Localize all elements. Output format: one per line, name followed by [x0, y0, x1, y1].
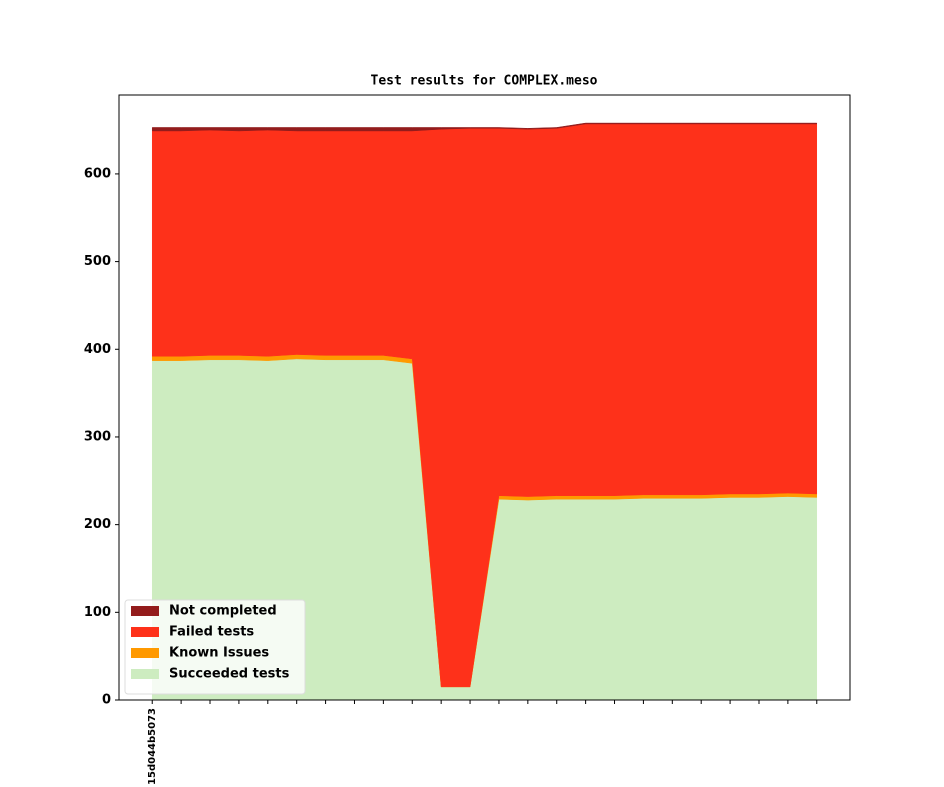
legend-swatch [131, 627, 159, 637]
y-tick-label: 400 [84, 342, 111, 357]
y-tick-label: 500 [84, 254, 111, 269]
y-tick-label: 600 [84, 166, 111, 181]
chart-title: Test results for COMPLEX.meso [371, 74, 598, 89]
axes-frame [118, 94, 851, 701]
y-tick-label: 0 [102, 693, 111, 708]
y-tick-label: 200 [84, 517, 111, 532]
x-tick-label: 15d044b5073 [147, 708, 158, 785]
legend-swatch [131, 648, 159, 658]
legend-label: Known Issues [169, 646, 269, 661]
y-tick-label: 300 [84, 429, 111, 444]
legend: Not completed Failed tests Known Issues Suc… [124, 599, 306, 695]
area [151, 122, 818, 132]
legend-label: Not completed [169, 604, 277, 619]
legend-label: Succeeded tests [169, 667, 290, 682]
y-tick-label: 100 [84, 605, 111, 620]
legend-swatch [131, 669, 159, 679]
legend-label: Failed tests [169, 625, 254, 640]
legend-box [124, 599, 306, 695]
legend-swatch [131, 606, 159, 616]
